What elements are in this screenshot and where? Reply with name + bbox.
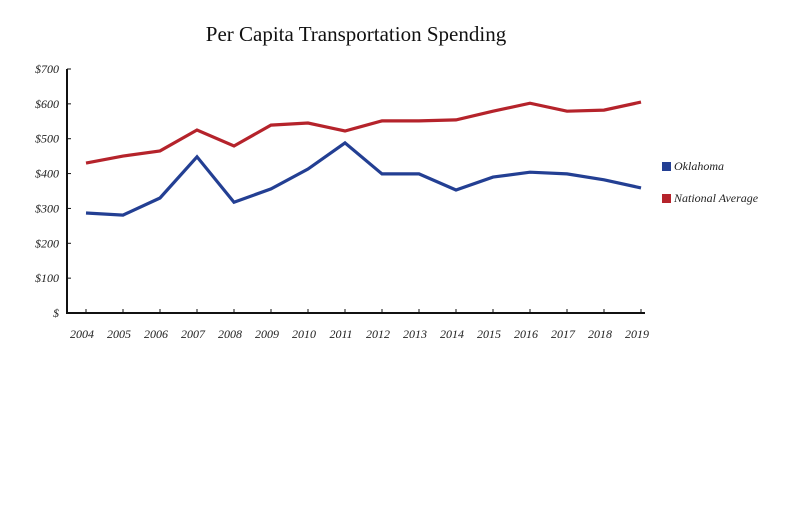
y-tick-label: $100 (35, 271, 59, 285)
legend-swatch-national-average (662, 193, 671, 203)
y-tick-label: $300 (35, 201, 59, 215)
x-tick-label: 2010 (292, 327, 316, 341)
series-lines (85, 100, 642, 217)
x-axis-ticks: 2004 2005 2006 2007 2008 2009 2010 2011 2012 2013… (70, 309, 649, 341)
x-tick-label: 2007 (181, 327, 206, 341)
x-tick-label: 2016 (514, 327, 538, 341)
legend-swatch-oklahoma (662, 161, 671, 171)
x-tick-label: 2011 (329, 327, 352, 341)
y-tick-label: $700 (35, 62, 59, 76)
legend-label-national-average: National Average (674, 190, 759, 205)
x-tick-label: 2018 (588, 327, 612, 341)
y-axis-ticks: $ $100 $200 $300 $400 $500 $600 $700 (35, 62, 71, 320)
y-tick-label: $600 (35, 97, 59, 111)
y-tick-label: $ (53, 306, 59, 320)
x-tick-label: 2006 (144, 327, 168, 341)
chart-title: Per Capita Transportation Spending (205, 22, 507, 46)
x-tick-label: 2015 (477, 327, 501, 341)
y-tick-label: $200 (35, 236, 59, 250)
legend-label-oklahoma: Oklahoma (674, 158, 724, 173)
x-tick-label: 2009 (255, 327, 279, 341)
x-tick-label: 2014 (440, 327, 464, 341)
x-tick-label: 2004 (70, 327, 94, 341)
x-tick-label: 2013 (403, 327, 427, 341)
x-tick-label: 2012 (366, 327, 390, 341)
x-tick-label: 2017 (551, 327, 576, 341)
y-tick-label: $500 (35, 132, 59, 146)
legend-item-national-average: National Average (662, 189, 758, 207)
legend-item-oklahoma: Oklahoma (662, 157, 758, 175)
x-tick-label: 2005 (107, 327, 131, 341)
x-tick-label: 2008 (218, 327, 242, 341)
axes (66, 69, 645, 314)
legend: Oklahoma National Average (662, 157, 758, 221)
x-tick-label: 2019 (625, 327, 649, 341)
series-line-oklahoma (85, 140, 642, 217)
series-line-national-average (85, 100, 642, 165)
y-tick-label: $400 (35, 167, 59, 181)
